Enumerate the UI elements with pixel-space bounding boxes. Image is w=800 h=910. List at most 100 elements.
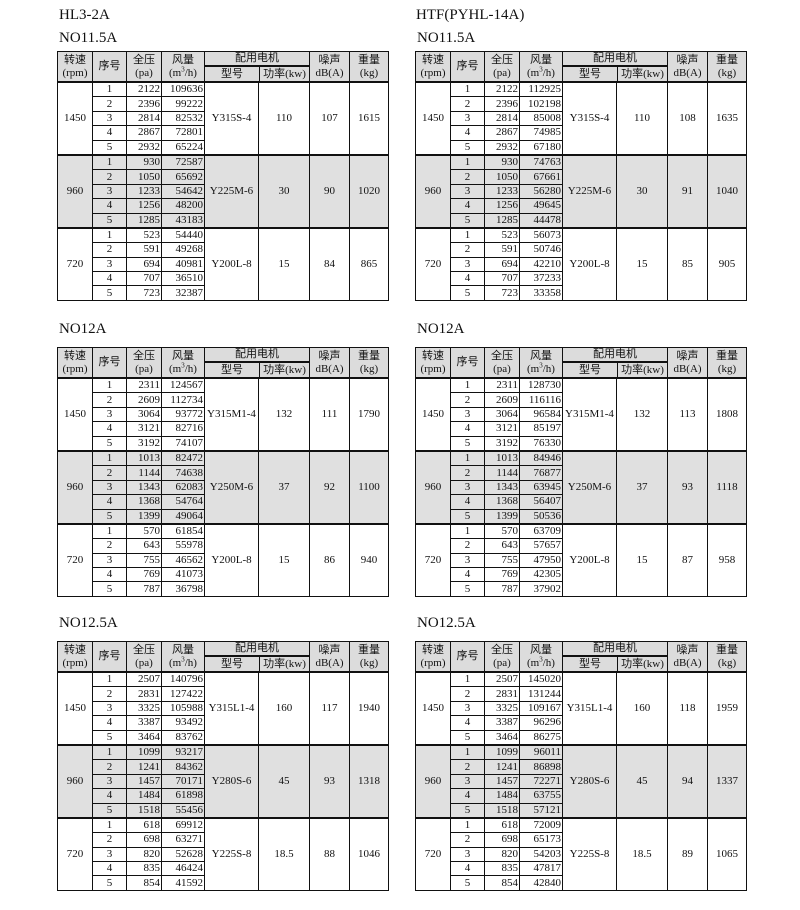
table-row: 3 2814 85008 — [416, 110, 747, 127]
seq-cell: 2 — [450, 465, 485, 481]
pressure-cell: 723 — [484, 285, 520, 301]
weight-cell: 958 — [707, 522, 747, 597]
table-row: 3 1457 70171 — [58, 773, 389, 790]
motor-power-cell: 15 — [258, 522, 310, 597]
seq-cell: 4 — [450, 715, 485, 731]
noise-cell: 93 — [667, 449, 708, 525]
pressure-cell: 1233 — [484, 183, 520, 200]
pressure-cell: 854 — [484, 875, 520, 891]
seq-cell: 1 — [92, 81, 127, 98]
noise-cell: 92 — [309, 449, 350, 525]
flow-cell: 145020 — [519, 671, 563, 688]
weight-cell: 1118 — [707, 449, 747, 525]
table-row: 5 3464 83762 — [58, 729, 389, 746]
seq-cell: 3 — [92, 846, 127, 863]
pressure-cell: 854 — [126, 875, 162, 891]
header-no: 序号 — [92, 347, 127, 379]
seq-cell: 4 — [92, 715, 127, 731]
pressure-cell: 3325 — [484, 700, 520, 717]
seq-cell: 4 — [92, 861, 127, 877]
header-rpm: 转速 (rpm) — [415, 51, 451, 83]
seq-cell: 1 — [92, 816, 127, 834]
flow-cell: 109636 — [161, 81, 205, 98]
header-noise: 噪声 dB(A) — [667, 641, 708, 673]
pressure-cell: 2867 — [126, 125, 162, 141]
seq-cell: 3 — [92, 110, 127, 127]
seq-cell: 5 — [450, 285, 485, 301]
weight-cell: 1635 — [707, 81, 747, 156]
seq-cell: 1 — [450, 226, 485, 244]
rpm-cell: 720 — [415, 816, 451, 891]
table-row: 2 1241 84362 — [58, 759, 389, 775]
weight-cell: 1318 — [349, 743, 389, 819]
seq-cell: 4 — [92, 198, 127, 214]
pressure-cell: 1484 — [126, 788, 162, 804]
weight-cell: 1046 — [349, 816, 389, 891]
pressure-cell: 723 — [126, 285, 162, 301]
motor-power-cell: 45 — [616, 743, 668, 819]
table-row: 720 1 570 61854 Y200L-8 15 86 940 — [57, 522, 389, 597]
table-row: 4 707 37233 — [416, 271, 747, 287]
pressure-cell: 694 — [484, 256, 520, 273]
flow-cell: 55456 — [161, 802, 205, 819]
rpm-cell: 720 — [415, 522, 451, 597]
motor-power-cell: 18.5 — [616, 816, 668, 891]
pressure-cell: 2122 — [484, 81, 520, 98]
seq-cell: 1 — [450, 671, 485, 688]
seq-cell: 5 — [450, 581, 485, 597]
weight-cell: 1040 — [707, 153, 747, 229]
pressure-cell: 1144 — [126, 465, 162, 481]
pressure-cell: 707 — [484, 271, 520, 287]
table-row: 720 1 570 63709 Y200L-8 15 87 958 — [415, 522, 747, 597]
flow-cell: 105988 — [161, 700, 205, 717]
seq-cell: 5 — [450, 802, 485, 819]
table-row: 5 787 36798 — [58, 581, 389, 597]
header-pressure: 全压 (pa) — [484, 641, 520, 673]
table-row: 720 1 523 54440 Y200L-8 15 84 865 — [57, 226, 389, 301]
table-row: 4 1368 56407 — [416, 494, 747, 510]
header-weight: 重量 (kg) — [349, 51, 389, 83]
table-row: 4 3387 96296 — [416, 715, 747, 731]
table-row: 2 1050 67661 — [416, 169, 747, 185]
table-row: 2 1144 76877 — [416, 465, 747, 481]
table-row: 3 1233 56280 — [416, 183, 747, 200]
seq-cell: 5 — [92, 581, 127, 597]
pressure-cell: 1457 — [126, 773, 162, 790]
seq-cell: 4 — [92, 494, 127, 510]
flow-cell: 37233 — [519, 271, 563, 287]
flow-cell: 54764 — [161, 494, 205, 510]
left-series-title: HL3-2A — [59, 7, 110, 23]
flow-cell: 63945 — [519, 479, 563, 496]
seq-cell: 4 — [450, 198, 485, 214]
motor-model-cell: Y200L-8 — [204, 522, 259, 597]
table-row: 2 1144 74638 — [58, 465, 389, 481]
table-row: 4 3387 93492 — [58, 715, 389, 731]
performance-table: 转速 (rpm) 序号 全压 (pa) 风量 (m3/h) 配用电机 型号 功率(kw) … — [57, 347, 389, 597]
table-row: 720 1 618 72009 Y225S-8 18.5 89 1065 — [415, 816, 747, 891]
flow-cell: 69912 — [161, 816, 205, 834]
pressure-cell: 694 — [126, 256, 162, 273]
table-row: 1450 1 2122 112925 Y315S-4 110 108 1635 — [415, 81, 747, 156]
noise-cell: 85 — [667, 226, 708, 301]
table-row: 4 1484 63755 — [416, 788, 747, 804]
seq-cell: 2 — [92, 169, 127, 185]
pressure-cell: 1399 — [126, 508, 162, 525]
flow-cell: 84362 — [161, 759, 205, 775]
pressure-cell: 591 — [126, 242, 162, 258]
seq-cell: 5 — [92, 435, 127, 452]
table-row: 1450 1 2311 124567 Y315M1-4 132 111 1790 — [57, 377, 389, 452]
flow-cell: 72801 — [161, 125, 205, 141]
pressure-cell: 2609 — [126, 392, 162, 408]
seq-cell: 1 — [450, 449, 485, 467]
table-row: 960 1 1099 96011 Y280S-6 45 94 1337 — [415, 743, 747, 819]
pressure-cell: 2831 — [126, 686, 162, 702]
seq-cell: 3 — [92, 256, 127, 273]
table-row: 960 1 930 72587 Y225M-6 30 90 1020 — [57, 153, 389, 229]
flow-cell: 96011 — [519, 743, 563, 761]
pressure-cell: 2609 — [484, 392, 520, 408]
pressure-cell: 3121 — [484, 421, 520, 437]
pressure-cell: 930 — [126, 153, 162, 171]
header-flow: 风量 (m3/h) — [519, 347, 563, 379]
table-row: 4 3121 82716 — [58, 421, 389, 437]
table-row: 5 1399 50536 — [416, 508, 747, 525]
